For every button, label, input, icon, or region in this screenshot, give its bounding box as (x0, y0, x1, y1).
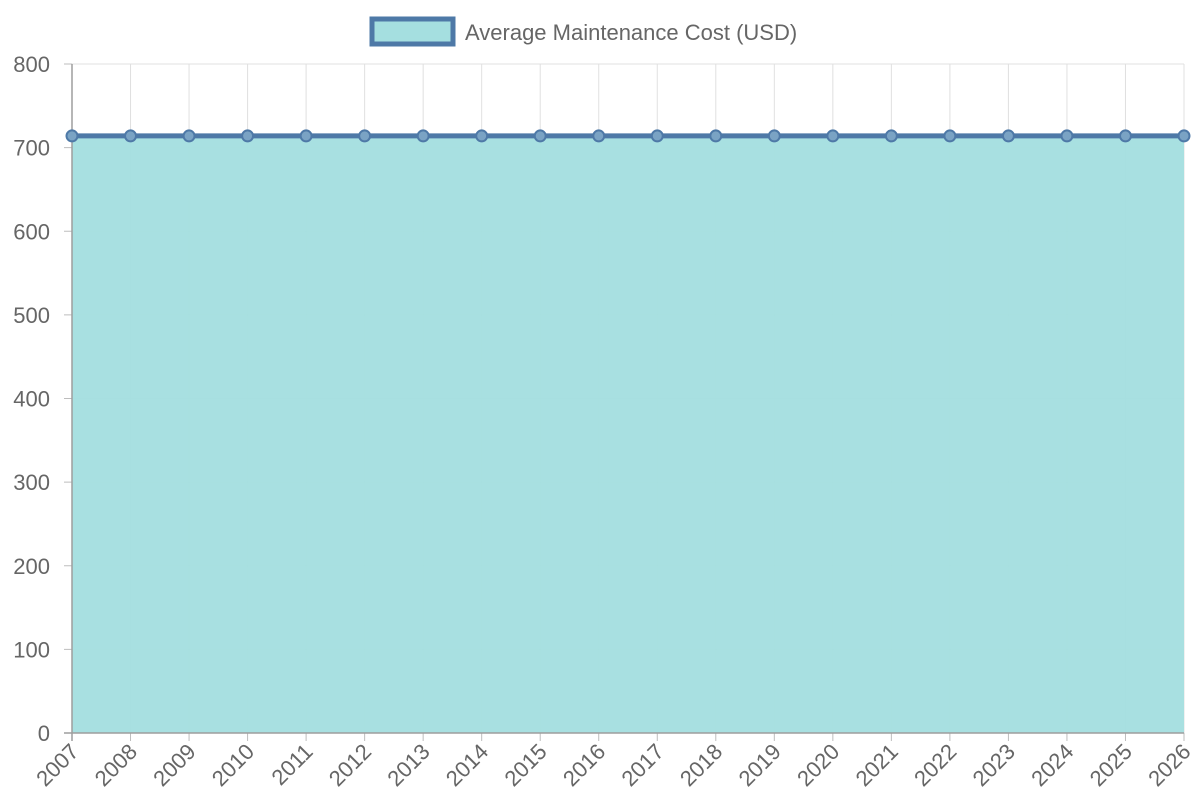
y-tick-label: 100 (13, 637, 50, 662)
data-point[interactable] (358, 129, 372, 143)
area-fill-layer (72, 135, 1184, 734)
x-tick-label: 2012 (324, 739, 376, 791)
x-tick-label: 2008 (90, 739, 142, 791)
y-tick-label: 600 (13, 219, 50, 244)
data-point[interactable] (709, 129, 723, 143)
data-point[interactable] (826, 129, 840, 143)
legend-label[interactable]: Average Maintenance Cost (USD) (465, 20, 797, 45)
y-tick-label: 400 (13, 387, 50, 412)
data-point[interactable] (1177, 129, 1191, 143)
data-points (65, 129, 1191, 143)
data-point[interactable] (416, 129, 430, 143)
data-point[interactable] (1060, 129, 1074, 143)
x-tick-label: 2020 (792, 739, 844, 791)
data-point[interactable] (182, 129, 196, 143)
x-tick-label: 2024 (1026, 739, 1078, 791)
legend[interactable]: Average Maintenance Cost (USD) (369, 16, 797, 47)
data-point[interactable] (592, 129, 606, 143)
x-axis-tick-labels: 2007 2008 2009 2010 2011 2012 2013 2014 2015 2016… (31, 739, 1195, 791)
x-tick-label: 2025 (1085, 739, 1137, 791)
x-tick-label: 2022 (909, 739, 961, 791)
y-tick-label: 800 (13, 52, 50, 77)
data-point[interactable] (650, 129, 664, 143)
x-tick-label: 2011 (267, 739, 318, 790)
x-tick-label: 2014 (441, 739, 493, 791)
x-tick-label: 2016 (558, 739, 610, 791)
x-tick-label: 2023 (968, 739, 1020, 791)
x-tick-label: 2026 (1143, 739, 1195, 791)
data-point[interactable] (767, 129, 781, 143)
data-point[interactable] (884, 129, 898, 143)
x-tick-label: 2015 (499, 739, 551, 791)
x-tick-label: 2007 (31, 739, 83, 791)
legend-swatch[interactable] (369, 16, 456, 47)
data-point[interactable] (475, 129, 489, 143)
data-point[interactable] (124, 129, 138, 143)
x-tick-label: 2013 (382, 739, 434, 791)
x-tick-label: 2019 (734, 739, 786, 791)
y-tick-label: 500 (13, 303, 50, 328)
y-tick-label: 200 (13, 554, 50, 579)
data-point[interactable] (241, 129, 255, 143)
data-point[interactable] (65, 129, 79, 143)
x-tick-label: 2021 (851, 739, 903, 791)
data-point[interactable] (1001, 129, 1015, 143)
data-point[interactable] (299, 129, 313, 143)
data-point[interactable] (943, 129, 957, 143)
y-tick-label: 300 (13, 470, 50, 495)
y-tick-label: 700 (13, 136, 50, 161)
y-tick-label: 0 (38, 721, 50, 746)
area-fill (72, 135, 1184, 734)
x-tick-label: 2009 (148, 739, 200, 791)
axes (64, 63, 1185, 741)
data-point[interactable] (533, 129, 547, 143)
x-tick-label: 2017 (617, 739, 669, 791)
y-axis-tick-labels: 0 100 200 300 400 500 600 700 800 (13, 52, 50, 746)
x-tick-label: 2018 (675, 739, 727, 791)
data-point[interactable] (1118, 129, 1132, 143)
x-tick-label: 2010 (207, 739, 259, 791)
